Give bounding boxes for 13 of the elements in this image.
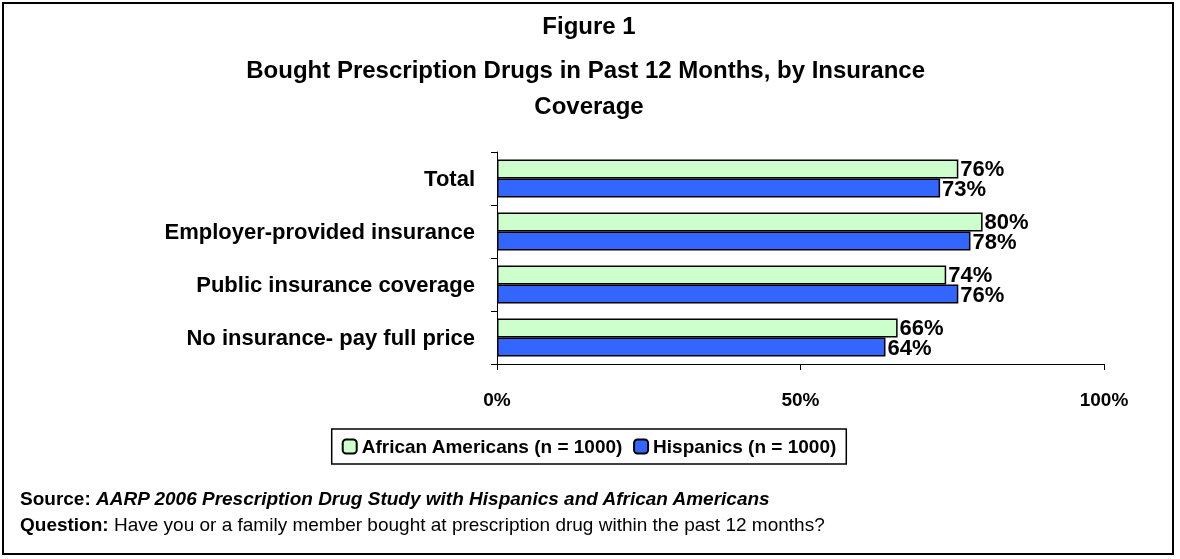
text: Question: Have you or a family member bought at prescription drug within the past 12 months? (20, 514, 825, 535)
y-tick-label: Public insurance coverage (196, 272, 475, 297)
chart-subtitle: Bought Prescription Drugs in Past 12 Months, by Insurance Coverage (246, 55, 932, 119)
y-tick-label: Employer-provided insurance (164, 219, 475, 244)
y-tick-label: Total (424, 166, 475, 191)
legend-label: African Americans (n = 1000) (361, 436, 623, 457)
legend-label: Hispanics (n = 1000) (653, 436, 837, 457)
x-tick-label: 50% (781, 389, 820, 410)
source-note: Source: AARP 2006 Prescription Drug Study with Hispanics and African Americans (20, 488, 770, 509)
chart-title: Figure 1 (542, 11, 636, 39)
x-tick-label: 0% (483, 389, 511, 410)
y-tick-label: No insurance- pay full price (186, 325, 475, 350)
x-tick-label: 100% (1079, 389, 1129, 410)
